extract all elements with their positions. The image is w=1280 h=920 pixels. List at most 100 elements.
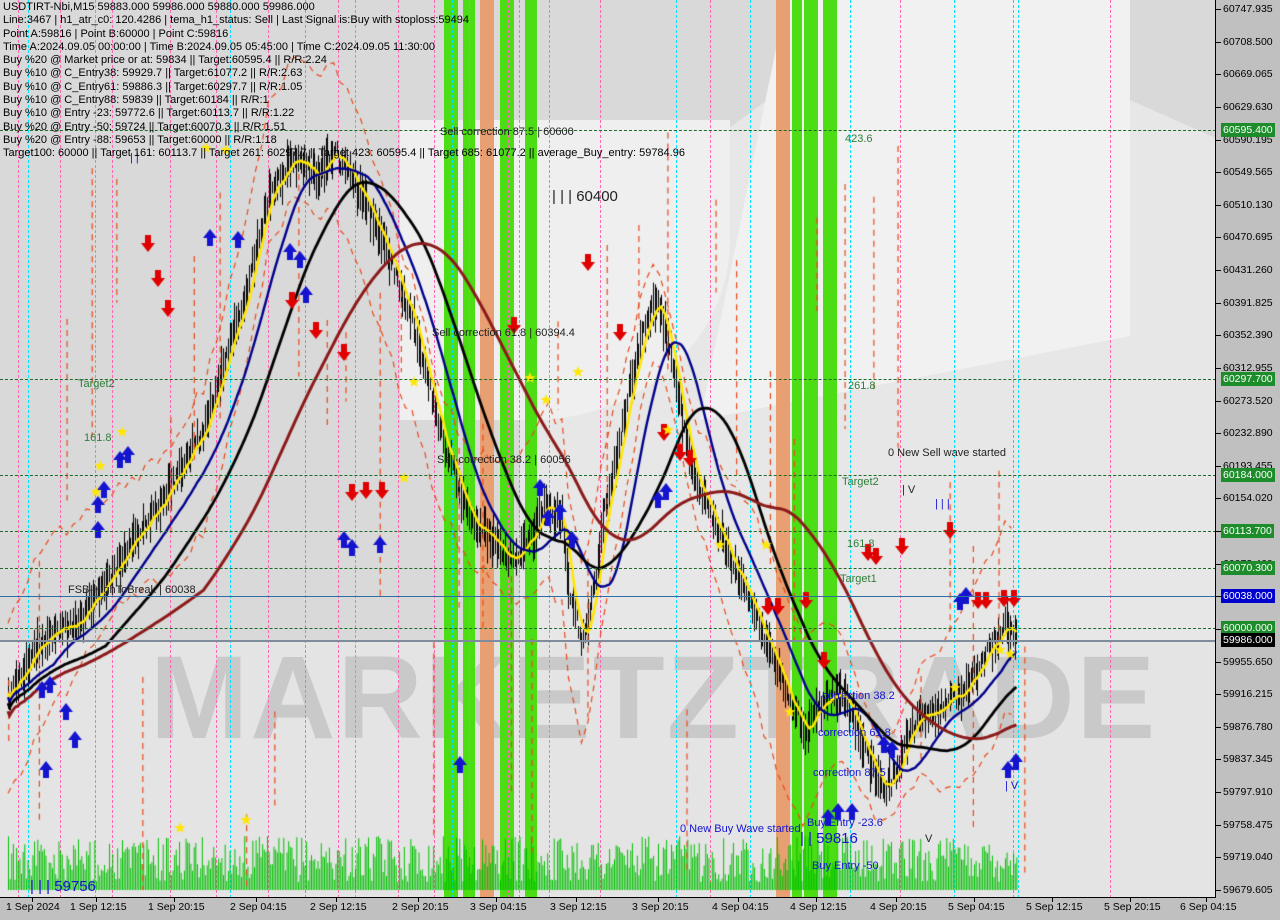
chart-annotation: Target2 [78, 378, 115, 390]
header-line-2: Point A:59816 | Point B:60000 | Point C:… [3, 27, 229, 40]
price-axis-label: 59797.910 [1223, 786, 1273, 799]
price-axis-label: 59719.040 [1223, 851, 1273, 864]
price-axis-tick [1216, 204, 1221, 206]
price-axis-label: 59955.650 [1223, 655, 1273, 668]
price-axis-highlight[interactable]: 60184.000 [1221, 468, 1275, 482]
price-axis[interactable]: 60747.935 60708.500 60669.065 60629.630 6059… [1215, 0, 1280, 898]
price-axis-tick [1216, 106, 1221, 108]
header-line-10: Buy %20 @ Entry -88: 59653 || Target:600… [3, 133, 277, 146]
price-level-line [0, 531, 1216, 532]
price-axis-tick [1216, 563, 1221, 565]
price-level-line [0, 130, 1216, 131]
price-axis-highlight[interactable]: 60113.700 [1221, 524, 1274, 538]
chart-annotation: FSB-HighToBreak | 60038 [68, 584, 196, 596]
header-line-9: Buy %20 @ Entry -50: 59724 || Target:600… [3, 120, 286, 133]
price-axis-highlight[interactable]: 60595.400 [1221, 123, 1275, 137]
price-axis-tick [1216, 9, 1221, 10]
price-axis-tick [1216, 531, 1221, 533]
time-axis-tick [658, 898, 659, 902]
price-axis-label: 60232.890 [1223, 427, 1273, 440]
price-axis-label: 60510.130 [1223, 198, 1273, 211]
chart-annotation: Sell correction 38.2 | 60056 [437, 454, 571, 466]
time-axis-tick [816, 898, 817, 902]
price-axis-highlight[interactable]: 60000.000 [1221, 621, 1275, 635]
time-axis-label: 3 Sep 20:15 [632, 901, 689, 913]
chart-annotation: 0 New Buy Wave started [680, 823, 801, 835]
price-axis-label: 59876.780 [1223, 720, 1273, 733]
chart-annotation: correction 87.5 [813, 767, 886, 779]
price-axis-highlight[interactable]: 59986.000 [1221, 633, 1275, 647]
price-axis-label: 59758.475 [1223, 818, 1273, 831]
price-axis-highlight[interactable]: 60038.000 [1221, 589, 1275, 603]
time-axis-tick [174, 898, 175, 902]
chart-annotation: | | | [935, 498, 950, 510]
time-axis-tick [576, 898, 577, 902]
price-axis-tick [1216, 302, 1221, 304]
chart-annotation: | | 59816 [800, 830, 858, 847]
header-line-4: Buy %20 @ Market price or at: 59834 || T… [3, 54, 327, 67]
price-level-line [0, 640, 1216, 641]
price-axis-label: 60154.020 [1223, 492, 1273, 505]
time-axis-label: 2 Sep 20:15 [392, 901, 449, 913]
price-axis-label: 60312.955 [1223, 361, 1273, 374]
price-axis-tick [1216, 628, 1221, 630]
time-axis-label: 2 Sep 04:15 [230, 901, 287, 913]
price-axis-label: 60549.565 [1223, 166, 1273, 179]
chart-annotation: Buy Entry -23.6 [807, 817, 883, 829]
time-axis-tick [418, 898, 419, 902]
time-axis-tick [738, 898, 739, 902]
price-axis-tick [1216, 335, 1221, 337]
price-level-line [0, 568, 1216, 569]
price-axis-highlight[interactable]: 60297.700 [1221, 372, 1275, 386]
chart-annotation: 0 New Sell wave started [888, 447, 1006, 459]
header-line-8: Buy %10 @ Entry -23: 59772.6 || Target:6… [3, 107, 295, 120]
chart-plot-area[interactable]: MARKETZTRADE Sell correction 87.5 | 6060… [0, 0, 1216, 898]
close-price-line [0, 641, 1216, 642]
chart-annotation: Target2 [842, 476, 879, 488]
time-axis-label: 3 Sep 04:15 [470, 901, 527, 913]
price-axis-tick [1216, 759, 1221, 761]
chart-annotation: | | | 60400 [552, 188, 618, 205]
price-axis-label: 60273.520 [1223, 394, 1273, 407]
price-axis-label: 60747.935 [1223, 3, 1273, 15]
time-axis-tick [496, 898, 497, 902]
time-axis-label: 1 Sep 12:15 [70, 901, 127, 913]
time-axis-label: 1 Sep 20:15 [148, 901, 205, 913]
price-axis-highlight[interactable]: 60070.300 [1221, 561, 1275, 575]
price-axis-label: 60391.825 [1223, 296, 1273, 309]
chart-annotation: 161.8 [84, 432, 112, 444]
price-axis-tick [1216, 41, 1221, 43]
price-axis-tick [1216, 433, 1221, 435]
price-axis-tick [1216, 694, 1221, 696]
price-axis-tick [1216, 400, 1221, 402]
price-axis-label: 59679.605 [1223, 884, 1273, 896]
time-axis[interactable]: 1 Sep 2024 1 Sep 12:15 1 Sep 20:15 2 Sep 04… [0, 897, 1237, 920]
chart-annotation: | V [902, 484, 916, 496]
price-axis-label: 59837.345 [1223, 753, 1273, 766]
price-axis-label: 60470.695 [1223, 231, 1273, 244]
time-axis-label: 4 Sep 04:15 [712, 901, 769, 913]
price-axis-tick [1216, 172, 1221, 174]
header-line-3: Time A:2024.09.05 00:00:00 | Time B:2024… [3, 40, 435, 53]
price-axis-tick [1216, 857, 1221, 859]
header-line-1: Line:3467 | h1_atr_c0: 120.4286 | tema_h… [3, 14, 469, 27]
time-axis-tick [1052, 898, 1053, 902]
time-axis-label: 5 Sep 04:15 [948, 901, 1005, 913]
chart-annotation: V [925, 833, 933, 845]
price-series-canvas [0, 0, 1216, 898]
chart-annotation: correction 61.8 [818, 727, 891, 739]
header-line-6: Buy %10 @ C_Entry61: 59886.3 || Target:6… [3, 80, 303, 93]
header-line-5: Buy %10 @ C_Entry38: 59929.7 || Target:6… [3, 67, 303, 80]
price-axis-label: 59916.215 [1223, 688, 1273, 701]
price-axis-tick [1216, 237, 1221, 239]
chart-annotation: 261.8 [848, 380, 876, 392]
price-axis-tick [1216, 139, 1221, 141]
time-axis-label: 2 Sep 12:15 [310, 901, 367, 913]
price-axis-tick [1216, 726, 1221, 728]
chart-info-header: USDTIRT-Nbi,M15 59883.000 59986.000 5988… [3, 1, 685, 161]
time-axis-label: 6 Sep 04:15 [1180, 901, 1237, 913]
price-axis-tick [1216, 890, 1221, 891]
time-axis-tick [32, 898, 33, 902]
price-axis-tick [1216, 824, 1221, 826]
